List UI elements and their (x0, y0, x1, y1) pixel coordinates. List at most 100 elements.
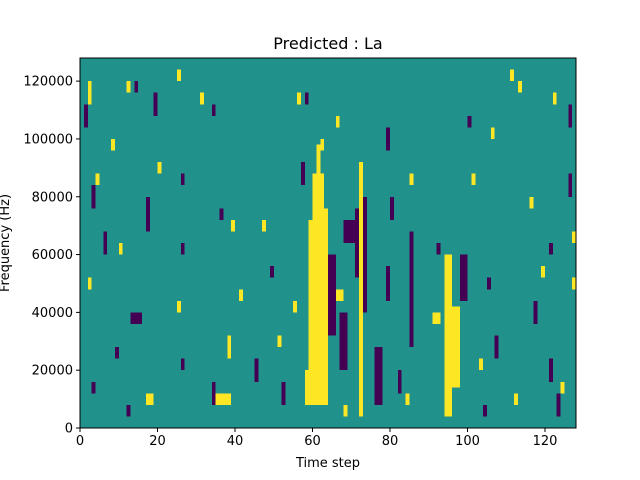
heatmap-cell (153, 92, 158, 116)
heatmap-cell (459, 254, 468, 301)
heatmap-cell (409, 173, 414, 186)
heatmap-cell (568, 173, 573, 197)
heatmap-cell (568, 104, 573, 128)
heatmap-cell (343, 404, 348, 417)
heatmap-cell (572, 231, 577, 243)
heatmap-cell (486, 277, 491, 290)
plot-frame (79, 57, 577, 429)
heatmap-cell (134, 81, 139, 93)
heatmap-cell (231, 219, 236, 232)
heatmap-cell (494, 335, 499, 359)
heatmap-cell (409, 231, 414, 348)
heatmap-cell (126, 81, 131, 93)
heatmap-cell (541, 266, 546, 278)
heatmap-cell (560, 381, 565, 394)
x-tick-label: 60 (304, 434, 321, 449)
heatmap-cell (118, 243, 123, 255)
heatmap-cell (176, 300, 181, 313)
heatmap-cell (83, 104, 88, 128)
y-tick-label: 0 (65, 422, 73, 437)
heatmap-cell (293, 300, 298, 313)
heatmap-cell (390, 196, 394, 220)
heatmap-cell (269, 266, 274, 278)
heatmap-cell (238, 289, 243, 301)
heatmap-cell (452, 306, 460, 388)
heatmap-cell (552, 92, 557, 105)
heatmap-cell (432, 312, 441, 324)
heatmap-cell (386, 266, 391, 301)
heatmap-cell (316, 144, 321, 174)
heatmap-cell (130, 312, 143, 324)
y-tick-label: 60000 (32, 248, 73, 263)
y-axis-label: Frequency (Hz) (0, 194, 13, 292)
y-tick-label: 100000 (23, 132, 73, 147)
heatmap-cell (556, 393, 561, 417)
heatmap-cell (529, 196, 534, 209)
heatmap-cell (277, 335, 282, 348)
heatmap-cell (114, 347, 119, 359)
heatmap-cell (510, 69, 515, 82)
heatmap-cell (312, 173, 325, 405)
x-tick-label: 40 (227, 434, 244, 449)
heatmap-cell (386, 127, 391, 151)
heatmap-cell (533, 300, 538, 324)
heatmap-cell (405, 393, 410, 405)
heatmap-cell (548, 243, 553, 255)
heatmap-cell (200, 92, 205, 105)
heatmap-cell (374, 347, 383, 405)
heatmap-cell (343, 219, 356, 244)
x-tick-label: 0 (76, 434, 84, 449)
heatmap-cell (215, 393, 232, 405)
heatmap-cell (180, 173, 185, 186)
heatmap-cell (339, 312, 348, 371)
heatmap-cell (444, 254, 452, 417)
heatmap-cell (517, 81, 522, 93)
heatmap-cell (335, 289, 344, 301)
y-tick-label: 120000 (23, 75, 73, 90)
heatmap-cell (479, 358, 484, 371)
heatmap-cell (483, 404, 487, 417)
x-tick-label: 100 (455, 434, 480, 449)
heatmap-cell (91, 381, 96, 394)
heatmap-cell (300, 162, 305, 186)
heatmap-cell (281, 381, 286, 405)
heatmap-cell (91, 185, 96, 209)
heatmap-cell (95, 173, 100, 186)
heatmap-cell (211, 381, 216, 405)
x-tick-label: 80 (382, 434, 399, 449)
heatmap-cell (111, 138, 115, 151)
heatmap-cell (320, 138, 325, 151)
heatmap-cell (335, 115, 340, 128)
heatmap-cell (359, 162, 363, 417)
heatmap-cell (254, 358, 259, 382)
heatmap-cell (211, 104, 216, 116)
y-tick-label: 80000 (32, 190, 73, 205)
heatmap-cell (180, 243, 185, 255)
heatmap-cell (471, 173, 476, 186)
heatmap-cell (548, 358, 553, 382)
heatmap-cell (145, 393, 154, 405)
heatmap-cell (490, 127, 495, 139)
y-tick-label: 20000 (32, 364, 73, 379)
heatmap-cell (304, 92, 309, 105)
heatmap-cell (180, 358, 185, 371)
heatmap-cell (103, 231, 108, 255)
heatmap-cell (397, 370, 402, 394)
heatmap-cell (467, 115, 472, 128)
x-tick-label: 120 (533, 434, 558, 449)
heatmap-cell (126, 404, 131, 417)
y-axis: 0 20000 40000 60000 80000 100000 120000 (23, 75, 80, 437)
heatmap-cell (572, 277, 577, 290)
heatmap-cell (87, 277, 92, 290)
heatmap-cell (219, 208, 224, 220)
heatmap-cell (304, 370, 313, 405)
heatmap-cell (362, 196, 367, 313)
heatmap-cell (87, 81, 92, 105)
x-axis-label: Time step (295, 456, 360, 471)
heatmap-cell (297, 92, 301, 105)
heatmap-cell (145, 196, 150, 232)
heatmap-cell (157, 162, 162, 174)
heatmap-cell (355, 208, 360, 278)
x-tick-label: 20 (149, 434, 166, 449)
heatmap-cell (514, 393, 518, 405)
